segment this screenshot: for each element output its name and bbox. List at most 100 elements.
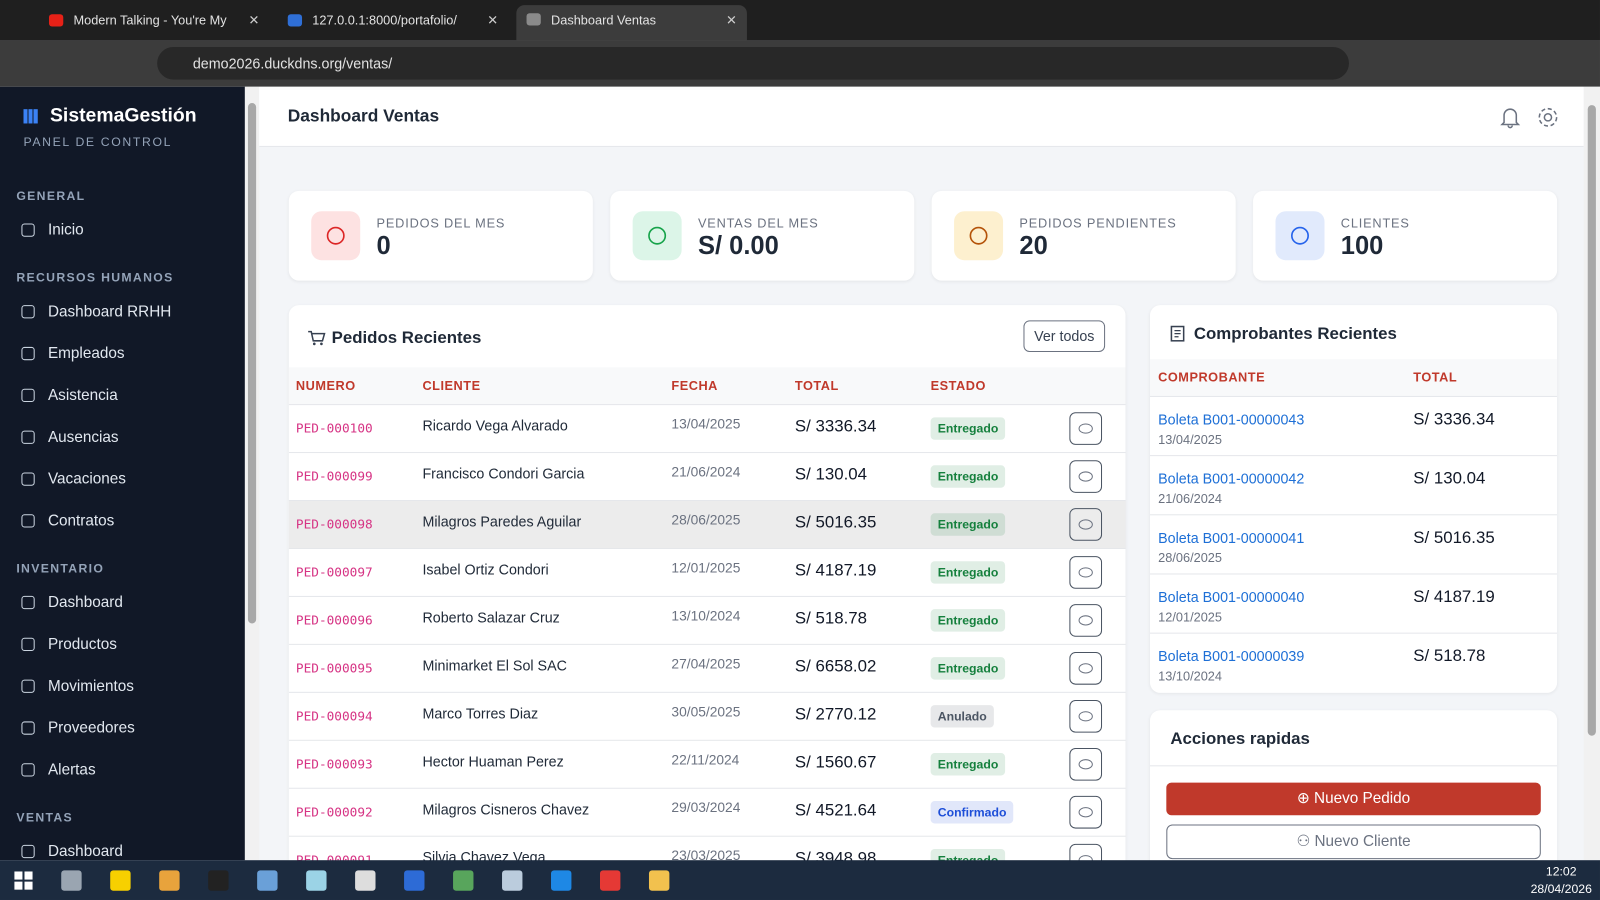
taskbar-app[interactable]: [648, 870, 670, 891]
nav-item[interactable]: Vacaciones: [0, 458, 245, 500]
nav-item[interactable]: Movimientos: [0, 665, 245, 707]
view-button[interactable]: [1069, 699, 1103, 733]
taskbar-app[interactable]: [306, 870, 327, 891]
divider: [1149, 765, 1558, 767]
url[interactable]: demo2026.duckdns.org/ventas/: [157, 46, 1349, 80]
nav-label: Vacaciones: [47, 470, 126, 488]
nav-icon: [21, 346, 35, 361]
nav-icon: [21, 223, 35, 237]
nav-item[interactable]: Ausencias: [0, 416, 245, 458]
table-row: PED-000094 Marco Torres Diaz 30/05/2025 S/ …: [288, 691, 1126, 741]
receipt-total: S/ 130.04: [1413, 469, 1486, 488]
view-button[interactable]: [1069, 747, 1103, 781]
taskbar-app[interactable]: [159, 870, 180, 891]
nav-item[interactable]: Asistencia: [0, 374, 245, 416]
table-row: PED-000092 Milagros Cisneros Chavez 29/03/…: [288, 787, 1126, 837]
bell-icon[interactable]: [1500, 106, 1521, 129]
tab-title: Dashboard Ventas: [551, 13, 656, 28]
new-order-button[interactable]: ⊕ Nuevo Pedido: [1166, 782, 1541, 816]
order-number: PED-000096: [295, 612, 373, 628]
taskbar-app[interactable]: [61, 870, 82, 891]
browser-tab[interactable]: 127.0.0.1:8000/portafolio/ ✕: [278, 6, 509, 35]
nav-item[interactable]: Inicio: [0, 209, 245, 251]
order-date: 23/03/2025: [671, 847, 741, 864]
new-client-button[interactable]: ⚇ Nuevo Cliente: [1166, 824, 1541, 860]
nav-item[interactable]: Contratos: [0, 500, 245, 542]
settings-icon[interactable]: [1537, 106, 1559, 128]
table-row: Boleta B001-00000042 21/06/2024 S/ 130.04: [1149, 455, 1558, 515]
client-name: Minimarket El Sol SAC: [422, 657, 567, 674]
taskbar-app[interactable]: [551, 870, 572, 891]
order-total: S/ 1560.67: [794, 753, 877, 772]
nav: GENERAL Inicio RECURSOS HUMANOS Dashboard R…: [0, 189, 245, 860]
nav-item[interactable]: Empleados: [0, 333, 245, 375]
taskbar-app[interactable]: [502, 870, 523, 891]
tab-title: Modern Talking - You're My: [73, 13, 227, 28]
order-total: S/ 3336.34: [794, 417, 877, 436]
receipt-link[interactable]: Boleta B001-00000042: [1158, 470, 1305, 487]
view-button[interactable]: [1069, 604, 1103, 637]
tab-close[interactable]: ✕: [248, 13, 260, 28]
order-date: 21/06/2024: [671, 464, 741, 480]
view-button[interactable]: [1069, 556, 1103, 589]
stat-value: 0: [376, 231, 391, 261]
nav-section-title: RECURSOS HUMANOS: [16, 270, 174, 285]
order-total: S/ 2770.12: [794, 705, 877, 724]
tab-close[interactable]: ✕: [726, 13, 737, 28]
tab-bar: Modern Talking - You're My ✕ 127.0.0.1:800…: [0, 0, 1600, 41]
view-button[interactable]: [1069, 795, 1103, 829]
taskbar-app[interactable]: [208, 870, 229, 891]
order-number: PED-000094: [295, 708, 373, 724]
browser-tab[interactable]: Dashboard Ventas ✕: [516, 5, 747, 41]
browser-tab[interactable]: Modern Talking - You're My ✕: [39, 6, 270, 35]
column-header: TOTAL: [1413, 370, 1458, 385]
receipt-link[interactable]: Boleta B001-00000041: [1158, 529, 1305, 546]
table-header: COMPROBANTE TOTAL: [1149, 359, 1558, 396]
nav-icon: [21, 472, 35, 486]
scroll-thumb[interactable]: [247, 103, 257, 624]
receipt-link[interactable]: Boleta B001-00000040: [1158, 588, 1305, 606]
cart-icon: [308, 330, 326, 346]
nav-item[interactable]: Productos: [0, 623, 245, 665]
taskbar-app[interactable]: [599, 870, 621, 891]
nav-item[interactable]: Dashboard: [0, 831, 245, 860]
date: 28/04/2026: [1530, 881, 1592, 896]
taskbar-app[interactable]: [404, 870, 425, 891]
order-number: PED-000092: [295, 804, 373, 820]
taskbar-app[interactable]: [257, 870, 278, 891]
view-button[interactable]: [1069, 508, 1103, 541]
stat-card: PEDIDOS DEL MES 0: [288, 190, 593, 281]
nav-item[interactable]: Proveedores: [0, 707, 245, 749]
order-number: PED-000095: [295, 660, 373, 676]
taskbar-app[interactable]: [453, 870, 474, 891]
receipt-total: S/ 4187.19: [1413, 587, 1495, 607]
stat-label: PEDIDOS DEL MES: [376, 216, 506, 231]
view-all-button[interactable]: Ver todos: [1023, 320, 1106, 353]
stat-icon: [954, 211, 1004, 261]
stat-value: 100: [1340, 231, 1384, 261]
receipts-card: Comprobantes Recientes COMPROBANTE TOTAL …: [1149, 305, 1558, 693]
start-button[interactable]: [14, 871, 33, 890]
stat-label: CLIENTES: [1340, 216, 1410, 231]
nav-item[interactable]: Alertas: [0, 749, 245, 791]
tab-close[interactable]: ✕: [487, 13, 498, 28]
nav-section-title: GENERAL: [16, 188, 86, 204]
receipt-link[interactable]: Boleta B001-00000039: [1158, 647, 1305, 665]
nav-item[interactable]: Dashboard RRHH: [0, 291, 245, 333]
stat-glyph: [1291, 226, 1309, 245]
nav-icon: [21, 514, 35, 528]
taskbar-app[interactable]: [355, 870, 376, 891]
spacer: [0, 791, 245, 810]
receipt-link[interactable]: Boleta B001-00000043: [1158, 411, 1305, 428]
scroll-thumb[interactable]: [1587, 105, 1596, 736]
clock[interactable]: 12:02 28/04/2026: [1531, 864, 1592, 896]
view-button[interactable]: [1069, 412, 1103, 445]
address-bar: demo2026.duckdns.org/ventas/: [0, 40, 1600, 87]
view-button[interactable]: [1069, 460, 1103, 493]
view-button[interactable]: [1069, 652, 1103, 685]
stat-card: CLIENTES 100: [1253, 190, 1558, 281]
taskbar-app[interactable]: [110, 870, 131, 891]
brand-icon: [23, 109, 38, 124]
nav-item[interactable]: Dashboard: [0, 582, 245, 624]
